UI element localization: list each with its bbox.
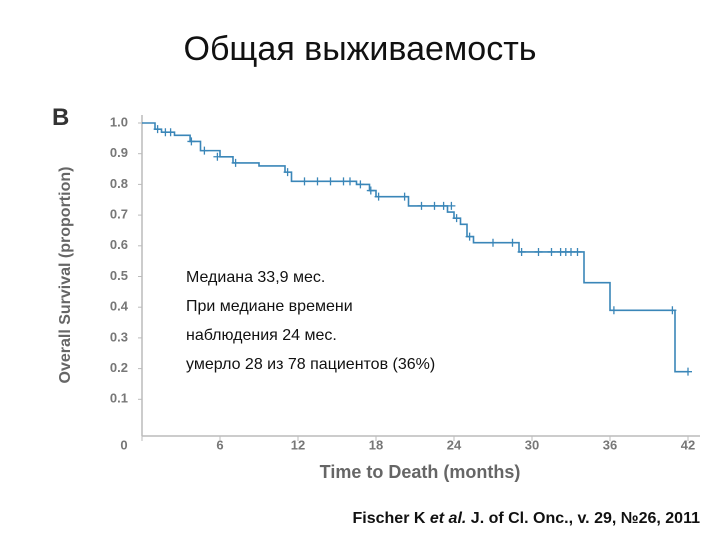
- slide-title: Общая выживаемость: [184, 30, 537, 68]
- censor-mark: [313, 177, 322, 186]
- censor-mark: [668, 306, 677, 315]
- censor-mark: [400, 192, 409, 201]
- citation-part: Fischer K: [353, 510, 430, 527]
- censor-mark: [534, 247, 543, 256]
- censor-mark: [452, 214, 461, 223]
- y-tick-label: 0.2: [110, 360, 128, 375]
- annotation-line: умерло 28 из 78 пациентов (36%): [186, 356, 435, 373]
- censor-mark: [166, 128, 175, 137]
- censor-mark: [417, 201, 426, 210]
- y-tick-label: 0.6: [110, 237, 128, 252]
- y-tick-label: 0.5: [110, 268, 128, 283]
- censor-mark: [439, 201, 448, 210]
- censor-mark: [374, 192, 383, 201]
- censor-mark: [447, 201, 456, 210]
- citation-part: J. of Cl. Onc., v. 29, №26, 2011: [466, 510, 700, 527]
- censor-mark: [346, 177, 354, 186]
- censor-mark: [300, 177, 309, 186]
- annotation-line: При медиане времени: [186, 298, 353, 315]
- y-tick-label: 0.4: [110, 299, 129, 314]
- censor-mark: [684, 367, 692, 376]
- censor-mark: [356, 180, 365, 189]
- x-tick-label: 6: [216, 437, 223, 452]
- survival-curve: [142, 122, 688, 373]
- x-tick-label: 0: [120, 437, 127, 452]
- censor-mark: [200, 146, 209, 155]
- censor-mark: [465, 232, 474, 241]
- y-tick-label: 0.3: [110, 329, 128, 344]
- x-tick-label: 18: [369, 437, 383, 452]
- annotation-line: наблюдения 24 мес.: [186, 327, 337, 344]
- y-tick-label: 1.0: [110, 114, 128, 129]
- x-tick-label: 42: [681, 437, 695, 452]
- censor-mark: [573, 247, 582, 256]
- x-tick-label: 12: [291, 437, 305, 452]
- y-tick-label: 0.9: [110, 145, 128, 160]
- censor-mark: [187, 137, 196, 146]
- plot: 0.1 0.2 0.3 0.4 0.5 0.6 0.7 0.8 0.9 1.0 0 6 12 18 24 30…: [110, 114, 700, 452]
- censor-mark: [231, 158, 240, 167]
- censor-mark: [547, 247, 556, 256]
- censor-mark: [517, 247, 526, 256]
- censor-mark: [213, 152, 222, 161]
- censor-mark: [430, 201, 439, 210]
- censor-mark: [153, 125, 162, 134]
- censor-mark: [326, 177, 335, 186]
- censor-mark: [609, 306, 618, 315]
- censor-mark: [366, 186, 375, 195]
- y-tick-label: 0.7: [110, 207, 128, 222]
- citation: Fischer K et al. J. of Cl. Onc., v. 29, …: [353, 510, 701, 527]
- x-tick-label: 24: [447, 437, 462, 452]
- y-tick-label: 0.1: [110, 391, 128, 406]
- panel-label: B: [52, 104, 69, 131]
- censor-mark: [489, 238, 497, 247]
- y-tick-label: 0.8: [110, 176, 128, 191]
- annotation-line: Медиана 33,9 мес.: [186, 269, 325, 286]
- x-tick-label: 30: [525, 437, 539, 452]
- censor-mark: [283, 168, 292, 177]
- y-axis-label: Overall Survival (proportion): [57, 167, 74, 384]
- censor-mark: [508, 238, 517, 247]
- x-axis-label: Time to Death (months): [320, 462, 521, 482]
- citation-part: et al.: [430, 510, 466, 527]
- x-tick-label: 36: [603, 437, 617, 452]
